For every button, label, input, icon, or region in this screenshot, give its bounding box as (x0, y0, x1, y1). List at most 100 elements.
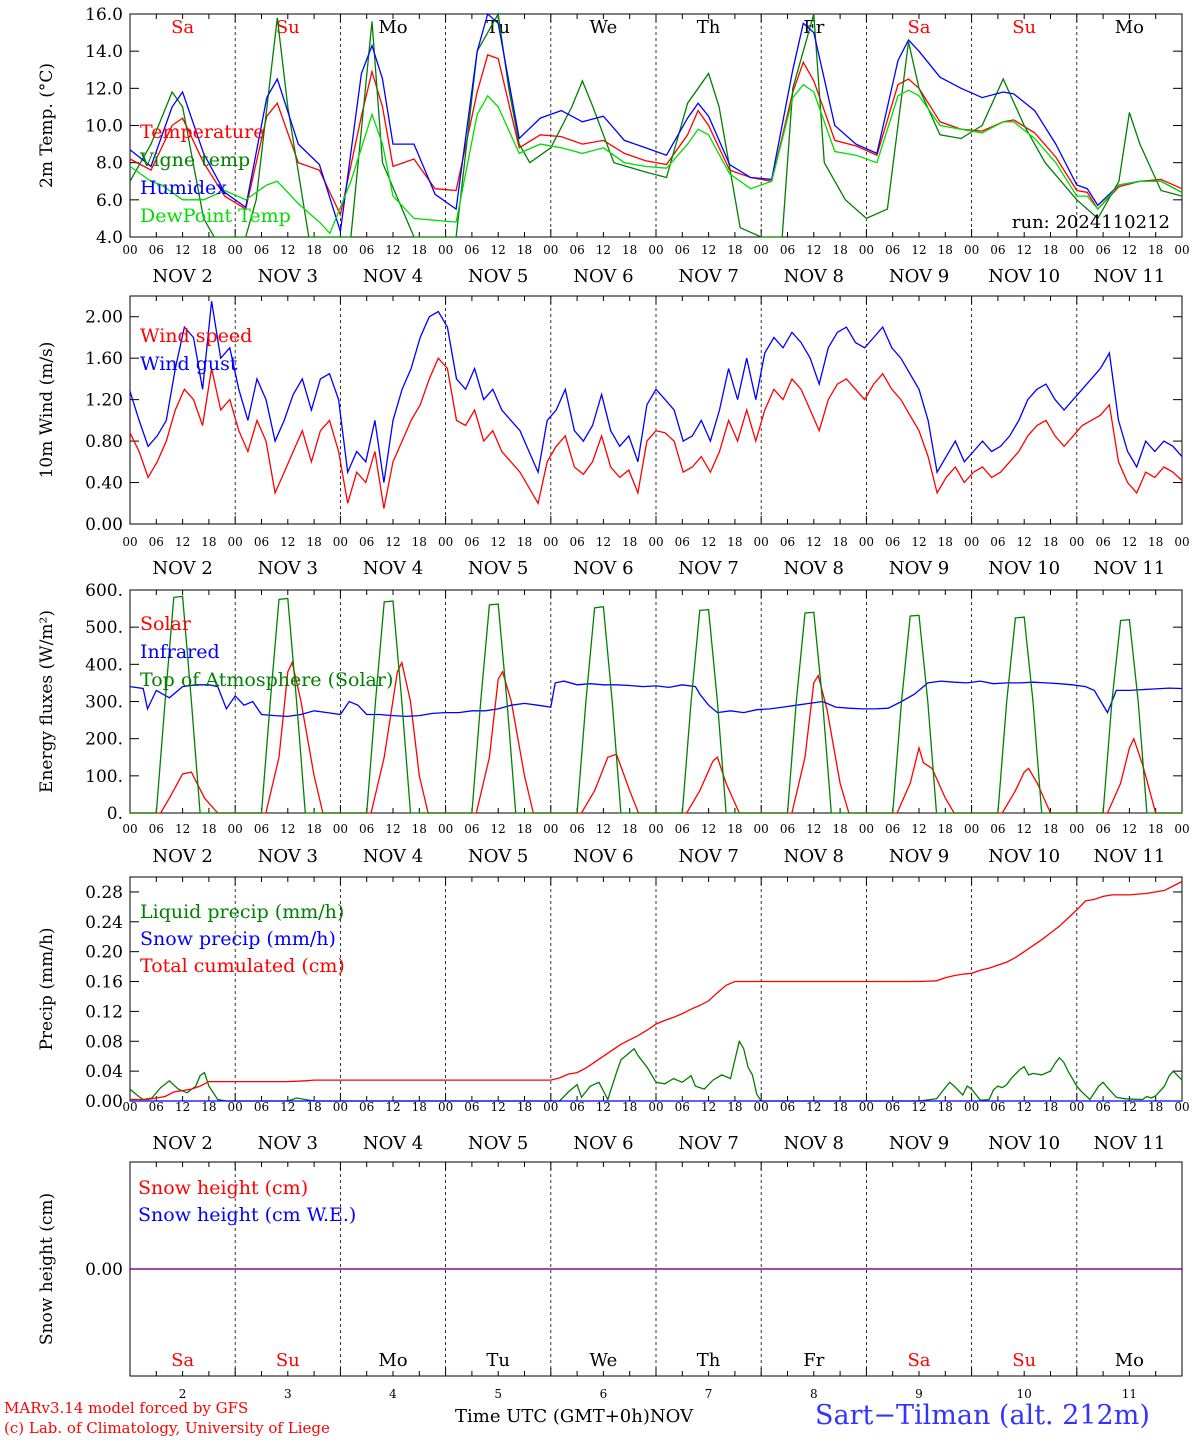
x-tick-label: 00 (543, 1100, 558, 1114)
series-line-humidex (129, 12, 1183, 232)
x-tick-label: 12 (1122, 243, 1137, 257)
date-label: NOV 4 (363, 558, 423, 579)
day-number-label: 7 (705, 1387, 713, 1401)
x-tick-label: 00 (1069, 535, 1084, 549)
weekday-label: Tu (486, 17, 510, 38)
x-tick-label: 00 (122, 1100, 137, 1114)
x-tick-label: 06 (675, 243, 690, 257)
legend-label: Humidex (140, 177, 227, 199)
x-tick-label: 12 (175, 822, 190, 836)
x-tick-label: 06 (359, 535, 374, 549)
x-tick-label: 06 (569, 243, 584, 257)
date-label: NOV 10 (988, 266, 1060, 287)
x-tick-label: 18 (1043, 822, 1058, 836)
x-tick-label: 18 (412, 535, 427, 549)
x-tick-label: 00 (859, 535, 874, 549)
date-label: NOV 4 (363, 1133, 423, 1154)
day-number-label: 11 (1122, 1387, 1137, 1401)
x-tick-label: 00 (228, 243, 243, 257)
x-tick-label: 18 (306, 535, 321, 549)
y-tick-label: 0.00 (85, 515, 123, 535)
date-label: NOV 5 (468, 1133, 528, 1154)
date-label: NOV 6 (573, 846, 633, 867)
x-tick-label: 06 (780, 535, 795, 549)
x-tick-label: 18 (832, 243, 847, 257)
date-label: NOV 10 (988, 1133, 1060, 1154)
x-tick-label: 00 (333, 243, 348, 257)
x-tick-label: 00 (648, 822, 663, 836)
y-tick-label: 100. (85, 767, 123, 787)
date-label: NOV 11 (1093, 1133, 1165, 1154)
x-tick-label: 00 (754, 535, 769, 549)
x-tick-label: 00 (859, 243, 874, 257)
x-tick-label: 18 (727, 822, 742, 836)
date-label: NOV 5 (468, 558, 528, 579)
weekday-label: Sa (171, 17, 194, 38)
legend-label: Infrared (140, 641, 220, 663)
x-tick-label: 00 (438, 243, 453, 257)
x-tick-label: 12 (1017, 243, 1032, 257)
y-tick-label: 200. (85, 730, 123, 750)
date-label: NOV 7 (678, 846, 738, 867)
x-tick-label: 12 (491, 1100, 506, 1114)
y-tick-label: 500. (85, 618, 123, 638)
x-tick-label: 00 (333, 822, 348, 836)
x-tick-label: 06 (1095, 822, 1110, 836)
x-tick-label: 18 (938, 1100, 953, 1114)
series-line-liquid-precip-mm-h- (129, 1039, 1183, 1102)
x-tick-label: 00 (228, 535, 243, 549)
x-tick-label: 12 (385, 243, 400, 257)
x-tick-label: 00 (1174, 243, 1189, 257)
x-tick-label: 12 (701, 822, 716, 836)
x-tick-label: 18 (938, 243, 953, 257)
x-tick-label: 12 (385, 822, 400, 836)
x-tick-label: 18 (1043, 243, 1058, 257)
y-tick-label: 0.24 (85, 913, 123, 933)
x-tick-label: 12 (806, 1100, 821, 1114)
station-title: Sart−Tilman (alt. 212m) (815, 1400, 1150, 1431)
date-label: NOV 10 (988, 846, 1060, 867)
x-tick-label: 06 (885, 1100, 900, 1114)
x-tick-label: 06 (885, 535, 900, 549)
x-tick-label: 18 (1148, 822, 1163, 836)
date-label: NOV 3 (258, 266, 318, 287)
date-label: NOV 5 (468, 266, 528, 287)
x-tick-label: 18 (517, 822, 532, 836)
x-tick-label: 00 (964, 822, 979, 836)
weekday-label: Fr (803, 1350, 824, 1371)
x-tick-label: 18 (1148, 243, 1163, 257)
x-tick-label: 18 (1148, 1100, 1163, 1114)
y-tick-label: 0.80 (85, 432, 123, 452)
x-tick-label: 06 (990, 535, 1005, 549)
y-axis-label: Precip (mm/h) (37, 927, 57, 1050)
x-tick-label: 18 (832, 535, 847, 549)
x-tick-label: 00 (1174, 1100, 1189, 1114)
y-tick-label: 0.12 (85, 1002, 123, 1022)
x-tick-label: 00 (754, 1100, 769, 1114)
x-tick-label: 18 (938, 822, 953, 836)
x-tick-label: 18 (306, 1100, 321, 1114)
date-label: NOV 9 (889, 266, 949, 287)
legend-label: Liquid precip (mm/h) (140, 901, 344, 923)
x-tick-label: 18 (201, 822, 216, 836)
x-tick-label: 12 (701, 243, 716, 257)
date-label: NOV 8 (784, 558, 844, 579)
x-tick-label: 12 (701, 535, 716, 549)
date-label: NOV 11 (1093, 846, 1165, 867)
legend-label: Total cumulated (cm) (140, 955, 345, 977)
x-tick-label: 00 (438, 1100, 453, 1114)
x-tick-label: 06 (885, 822, 900, 836)
x-tick-label: 06 (675, 822, 690, 836)
date-label: NOV 6 (573, 1133, 633, 1154)
day-number-label: 9 (915, 1387, 923, 1401)
y-axis-label: 2m Temp. (°C) (37, 63, 57, 188)
weekday-label: Th (697, 1350, 721, 1371)
x-tick-label: 00 (964, 535, 979, 549)
x-tick-label: 06 (569, 822, 584, 836)
x-tick-label: 12 (175, 535, 190, 549)
x-tick-label: 06 (1095, 1100, 1110, 1114)
x-tick-label: 18 (201, 243, 216, 257)
series-line-top-of-atmosphere-solar- (130, 595, 1182, 814)
series-line-wind-speed (129, 357, 1183, 509)
x-tick-label: 06 (254, 1100, 269, 1114)
